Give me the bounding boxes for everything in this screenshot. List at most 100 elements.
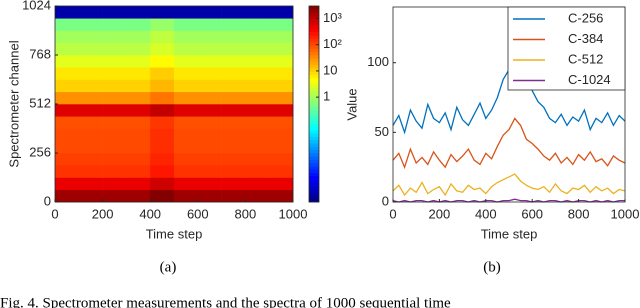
heatmap-cell <box>150 67 175 80</box>
colorbar-segment <box>309 25 319 30</box>
heatmap-cell <box>150 104 175 117</box>
heatmap-cell <box>245 116 270 129</box>
colorbar-segment <box>309 97 319 102</box>
heatmap-cell <box>126 189 151 203</box>
heatmap-cell <box>245 91 270 105</box>
heatmap-cell <box>174 30 199 44</box>
colorbar-segment <box>309 133 319 137</box>
heatmap-cell <box>55 153 80 166</box>
heatmap-cell <box>221 140 246 154</box>
colorbar-segment <box>309 71 319 75</box>
heatmap-cell <box>174 153 199 166</box>
colorbar-tick-label: 10 <box>323 62 337 77</box>
heatmap-cell <box>126 128 151 142</box>
colorbar-segment <box>309 146 319 151</box>
heatmap-cell <box>197 6 222 19</box>
heatmap-cell <box>126 153 151 166</box>
heatmap-cell <box>126 79 151 93</box>
colorbar-segment <box>309 41 319 46</box>
colorbar-segment <box>309 139 319 144</box>
y-tick-label: 100 <box>367 54 389 69</box>
colorbar-segment <box>309 104 319 108</box>
heatmap-cell <box>221 189 246 203</box>
heatmap-cell <box>269 6 294 19</box>
colorbar-segment <box>309 175 319 180</box>
colorbar-segment <box>309 188 319 193</box>
heatmap-cell <box>55 177 80 191</box>
heatmap-cell <box>126 177 151 191</box>
colorbar-segment <box>309 77 319 82</box>
heatmap-cell <box>245 42 270 56</box>
colorbar-segment <box>309 38 319 43</box>
heatmap-cell <box>269 91 294 105</box>
heatmap-cell <box>245 189 270 203</box>
legend-label: C-384 <box>568 31 603 46</box>
heatmap-cell <box>102 140 127 154</box>
heatmap-cell <box>197 140 222 154</box>
colorbar-segment <box>309 32 319 36</box>
heatmap-cell <box>197 91 222 105</box>
heatmap-cell <box>78 67 103 80</box>
colorbar-segment <box>309 45 319 49</box>
heatmap-cell <box>245 6 270 19</box>
heatmap-cell <box>174 177 199 191</box>
heatmap-cell <box>102 153 127 166</box>
y-axis-label: Value <box>344 88 359 120</box>
colorbar-tick-label: 1 <box>323 89 330 104</box>
heatmap-cell <box>269 18 294 31</box>
heatmap-cell <box>245 177 270 191</box>
x-tick-label: 600 <box>521 206 543 221</box>
colorbar-segment <box>309 9 319 13</box>
colorbar-segment <box>309 48 319 53</box>
colorbar-segment <box>309 74 319 79</box>
x-tick-label: 400 <box>139 206 161 221</box>
colorbar-segment <box>309 90 319 95</box>
x-tick-label: 1000 <box>611 206 640 221</box>
x-tick-label: 800 <box>235 206 257 221</box>
heatmap-cell <box>269 30 294 44</box>
colorbar-segment <box>309 169 319 173</box>
heatmap-cell <box>221 128 246 142</box>
heatmap-cell <box>269 55 294 68</box>
heatmap-cell <box>150 140 175 154</box>
colorbar-segment <box>309 28 319 33</box>
panel-label: (b) <box>483 259 501 275</box>
colorbar-segment <box>309 51 319 56</box>
heatmap-cell <box>245 67 270 80</box>
heatmap-cell <box>150 177 175 191</box>
heatmap-cell <box>126 104 151 117</box>
heatmap-cell <box>150 153 175 166</box>
heatmap-cell <box>197 153 222 166</box>
heatmap-cell <box>150 55 175 68</box>
heatmap-cell <box>245 18 270 31</box>
colorbar-segment <box>309 149 319 154</box>
x-tick-label: 200 <box>92 206 114 221</box>
y-axis-label: Spectrometer channel <box>6 40 21 167</box>
heatmap-cell <box>102 42 127 56</box>
heatmap-cell <box>126 165 151 178</box>
colorbar-segment <box>309 198 319 203</box>
colorbar-segment <box>309 192 319 196</box>
heatmap-cell <box>174 18 199 31</box>
colorbar-segment <box>309 123 319 128</box>
heatmap-cell <box>102 177 127 191</box>
heatmap-cell <box>78 116 103 129</box>
heatmap-cell <box>197 116 222 129</box>
heatmap-cell <box>221 165 246 178</box>
heatmap-cell <box>221 104 246 117</box>
x-axis-label: Time step <box>146 226 203 241</box>
heatmap-cell <box>102 79 127 93</box>
heatmap-cell <box>150 91 175 105</box>
heatmap-cell <box>245 30 270 44</box>
heatmap-cell <box>78 30 103 44</box>
colorbar-segment <box>309 156 319 160</box>
heatmap-cell <box>150 116 175 129</box>
heatmap-cell <box>245 104 270 117</box>
colorbar-segment <box>309 136 319 141</box>
heatmap-cell <box>55 91 80 105</box>
colorbar-segment <box>309 87 319 92</box>
heatmap-cell <box>102 18 127 31</box>
colorbar-segment <box>309 130 319 134</box>
heatmap-cell <box>221 6 246 19</box>
heatmap-cell <box>197 79 222 93</box>
